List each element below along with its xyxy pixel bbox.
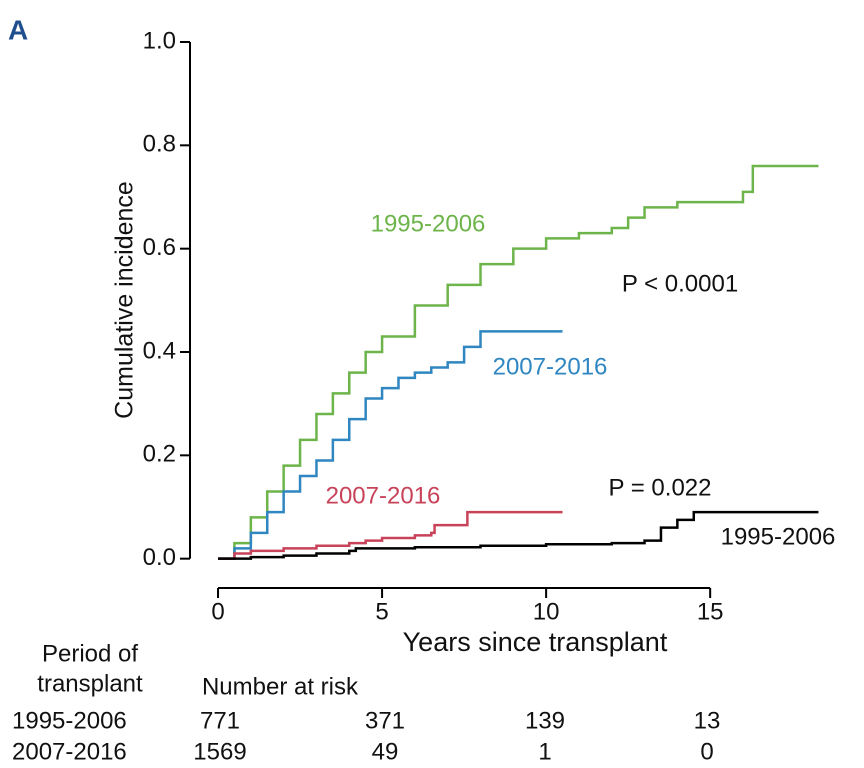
incidence-curve <box>218 164 819 560</box>
risk-count: 13 <box>694 707 721 734</box>
risk-subheader: Number at risk <box>202 673 359 700</box>
x-tick-label: 5 <box>375 598 388 625</box>
incidence-curve <box>218 330 563 560</box>
panel-label: A <box>8 14 28 45</box>
x-axis-label: Years since transplant <box>403 627 668 657</box>
risk-count: 371 <box>365 707 405 734</box>
risk-count: 0 <box>700 738 713 765</box>
series-label: 1995-2006 <box>371 210 486 237</box>
x-tick-label: 10 <box>533 598 560 625</box>
y-axis-label: Cumulative incidence <box>111 181 139 419</box>
series-label: 1995-2006 <box>721 523 836 550</box>
y-tick-label: 0.4 <box>143 337 176 364</box>
y-tick-label: 0.8 <box>143 131 176 158</box>
risk-count: 139 <box>525 707 565 734</box>
annotation: P = 0.022 <box>609 474 712 501</box>
incidence-curve <box>218 510 819 560</box>
series-label: 2007-2016 <box>326 482 441 509</box>
x-tick-label: 15 <box>697 598 724 625</box>
incidence-curve <box>218 510 563 560</box>
y-tick-label: 0.2 <box>143 441 176 468</box>
risk-header: transplant <box>37 670 143 697</box>
y-tick-label: 0.0 <box>143 544 176 571</box>
risk-count: 1569 <box>193 738 246 765</box>
risk-count: 1 <box>538 738 551 765</box>
y-tick-label: 1.0 <box>143 27 176 54</box>
risk-header: Period of <box>42 640 138 667</box>
risk-count: 49 <box>372 738 399 765</box>
series-label: 2007-2016 <box>493 353 608 380</box>
x-tick-label: 0 <box>211 598 224 625</box>
y-tick-label: 0.6 <box>143 234 176 261</box>
annotation: P < 0.0001 <box>622 270 738 297</box>
risk-row-label: 1995-2006 <box>12 707 127 734</box>
risk-row-label: 2007-2016 <box>12 738 127 765</box>
risk-count: 771 <box>200 707 240 734</box>
